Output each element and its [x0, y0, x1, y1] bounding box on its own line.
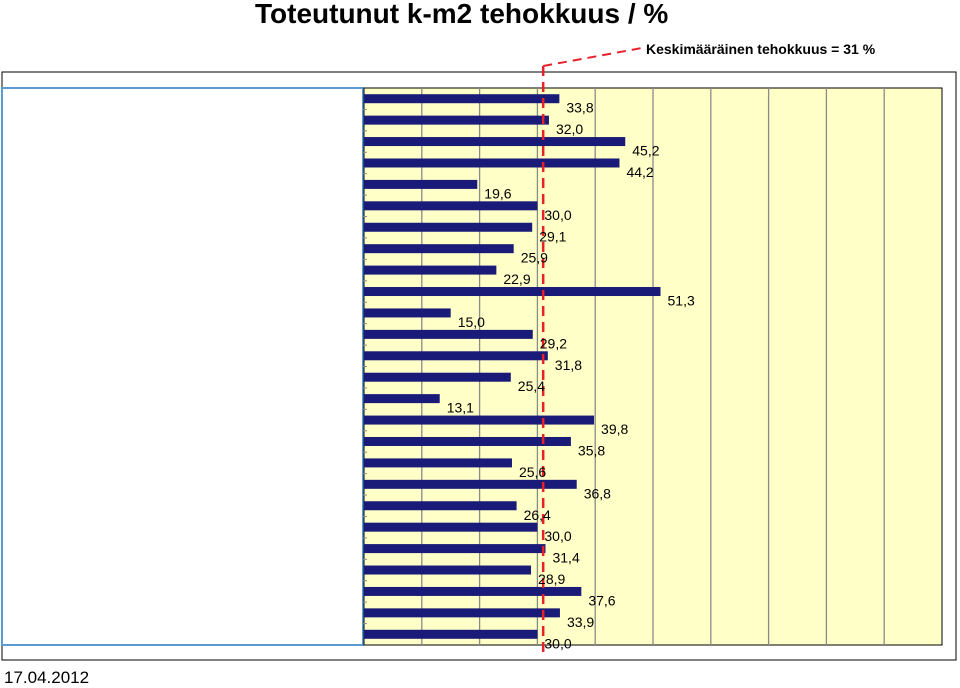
data-label: 25,9	[521, 250, 548, 266]
bar	[364, 394, 440, 404]
bars	[364, 94, 661, 639]
bar	[364, 308, 451, 318]
bar	[364, 158, 620, 168]
bar	[364, 287, 661, 297]
data-label: 13,1	[447, 400, 474, 416]
average-line-group	[541, 47, 643, 655]
data-label: 15,0	[458, 314, 485, 330]
bar	[364, 179, 478, 189]
data-label: 29,1	[539, 228, 566, 244]
data-label: 30,0	[544, 635, 571, 651]
average-label: Keskimääräinen tehokkuus = 31 %	[646, 41, 876, 57]
category-panel	[1, 87, 364, 646]
data-label: 33,8	[566, 100, 593, 116]
bar	[364, 137, 626, 147]
bar	[364, 415, 595, 425]
data-label: 28,9	[538, 571, 565, 587]
data-labels: 33,8 32,0 45,2 44,2 19,6 30,0 29,1 25,9 22,9 51,3…	[447, 100, 695, 652]
bar	[364, 544, 546, 554]
data-label: 22,9	[503, 271, 530, 287]
data-label: 44,2	[626, 164, 653, 180]
bar	[364, 329, 533, 339]
bar	[364, 351, 548, 361]
bar	[364, 479, 577, 489]
data-label: 51,3	[668, 293, 695, 309]
data-label: 30,0	[544, 528, 571, 544]
bar	[364, 629, 538, 639]
bar	[364, 565, 532, 575]
data-label: 26,4	[524, 507, 551, 523]
bar	[364, 244, 514, 254]
bar	[364, 501, 517, 511]
bar	[364, 608, 560, 618]
chart-title: Toteutunut k-m2 tehokkuus / %	[255, 0, 669, 29]
data-label: 25,4	[518, 378, 545, 394]
data-label: 31,8	[555, 357, 582, 373]
data-label: 37,6	[588, 592, 615, 608]
data-label: 39,8	[601, 421, 628, 437]
data-label: 36,8	[584, 485, 611, 501]
bar	[364, 522, 538, 532]
bar	[364, 372, 511, 382]
data-label: 29,2	[540, 335, 567, 351]
data-label: 32,0	[556, 121, 583, 137]
bar	[364, 586, 582, 596]
data-label: 35,8	[578, 442, 605, 458]
data-label: 33,9	[567, 614, 594, 630]
bar	[364, 458, 512, 468]
data-label: 19,6	[484, 185, 511, 201]
category-ticks	[362, 108, 367, 625]
bar	[364, 436, 571, 446]
data-label: 31,4	[552, 550, 579, 566]
date-label: 17.04.2012	[4, 668, 90, 687]
bar	[364, 94, 560, 104]
bar	[364, 201, 538, 211]
bar	[364, 265, 497, 275]
data-label: 30,0	[544, 207, 571, 223]
bar	[364, 115, 549, 125]
data-label: 45,2	[632, 143, 659, 159]
average-leader-line	[543, 47, 643, 67]
data-label: 25,6	[519, 464, 546, 480]
bar	[364, 222, 533, 232]
